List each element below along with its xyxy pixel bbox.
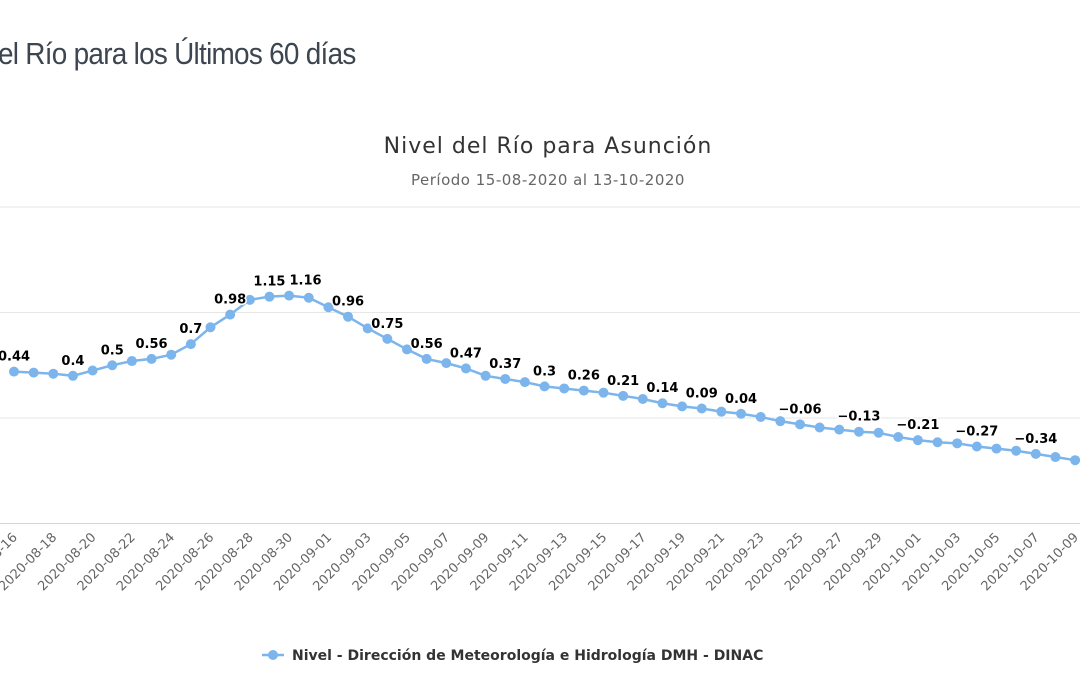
data-label: −0.34 [1014,432,1057,447]
data-point[interactable] [382,333,393,344]
data-point[interactable] [87,365,98,376]
data-point[interactable] [500,373,511,384]
data-point[interactable] [1050,452,1061,463]
data-label: 0.56 [136,337,168,352]
data-point[interactable] [205,322,216,333]
data-label: 0.09 [686,387,718,402]
data-point[interactable] [107,360,118,371]
data-point[interactable] [323,302,334,313]
data-point[interactable] [519,377,530,388]
data-point[interactable] [67,370,78,381]
data-point[interactable] [421,353,432,364]
data-point[interactable] [244,294,255,305]
legend-label: Nivel - Dirección de Meteorología e Hidr… [292,648,763,664]
data-point[interactable] [618,390,629,401]
data-point[interactable] [853,426,864,437]
data-point[interactable] [657,398,668,409]
data-point[interactable] [303,292,314,303]
series-points [9,290,1080,466]
data-point[interactable] [755,411,766,422]
legend-item[interactable]: Nivel - Dirección de Meteorología e Hidr… [262,648,763,664]
data-point[interactable] [1070,455,1080,466]
data-point[interactable] [264,291,275,302]
data-point[interactable] [166,349,177,360]
data-point[interactable] [814,422,825,433]
data-point[interactable] [146,353,157,364]
data-label: −0.13 [837,410,880,425]
data-point[interactable] [598,387,609,398]
data-point[interactable] [795,419,805,430]
data-point[interactable] [912,435,923,446]
data-label: 0.04 [725,392,757,407]
page-heading: el Río para los Últimos 60 días [0,36,356,71]
data-point[interactable] [343,311,354,322]
data-point[interactable] [402,344,412,355]
data-point[interactable] [873,427,884,438]
data-label: 0.3 [533,364,556,379]
data-point[interactable] [28,367,39,378]
data-point[interactable] [284,290,295,301]
data-point[interactable] [952,438,963,449]
data-label: 1.15 [253,275,285,290]
data-label: 0.4 [61,354,84,369]
data-point[interactable] [578,385,589,396]
data-point[interactable] [460,363,471,374]
data-point[interactable] [932,437,943,448]
chart-title: Nivel del Río para Asunción [384,134,713,159]
data-label: 0.14 [646,381,678,396]
data-label: 0.98 [214,293,246,308]
data-label: 1.16 [289,274,321,289]
data-label: 0.44 [0,350,30,365]
data-point[interactable] [834,424,845,435]
data-label: 0.56 [411,337,443,352]
data-point[interactable] [48,368,59,379]
data-label: −0.27 [955,424,998,439]
data-point[interactable] [126,356,137,367]
data-point[interactable] [637,394,648,405]
data-point[interactable] [480,370,491,381]
data-label: 0.26 [568,369,600,384]
data-point[interactable] [991,443,1002,454]
data-point[interactable] [441,358,452,369]
data-point[interactable] [736,408,747,419]
data-point[interactable] [696,403,707,414]
data-label: 0.7 [179,322,202,337]
gridlines [0,206,1080,524]
data-label: 0.96 [332,295,364,310]
data-point[interactable] [185,339,196,350]
data-point[interactable] [1030,448,1041,459]
data-label: −0.21 [896,418,939,433]
chart-subtitle: Período 15-08-2020 al 13-10-2020 [411,171,685,189]
data-point[interactable] [225,309,236,320]
data-point[interactable] [677,401,688,412]
data-point[interactable] [893,431,904,442]
data-point[interactable] [539,381,550,392]
data-labels: 0.44 0.4 0.5 0.56 0.7 0.98 1.15 1.16 0.96 0.75 0.5… [0,272,1059,448]
data-label: 0.37 [489,357,521,372]
data-point[interactable] [775,416,786,427]
data-point[interactable] [971,441,982,452]
data-point[interactable] [9,366,19,377]
data-label: 0.75 [371,317,403,332]
data-label: 0.47 [450,346,482,361]
data-label: −0.06 [779,402,822,417]
data-point[interactable] [1011,445,1022,456]
data-label: 0.21 [607,374,639,389]
data-point[interactable] [362,323,373,334]
x-axis-ticks: 2020-08-162020-08-182020-08-202020-08-22… [0,530,1080,594]
data-label: 0.5 [101,343,124,358]
data-point[interactable] [559,383,570,394]
legend-marker-icon [268,650,278,660]
data-point[interactable] [716,406,727,417]
